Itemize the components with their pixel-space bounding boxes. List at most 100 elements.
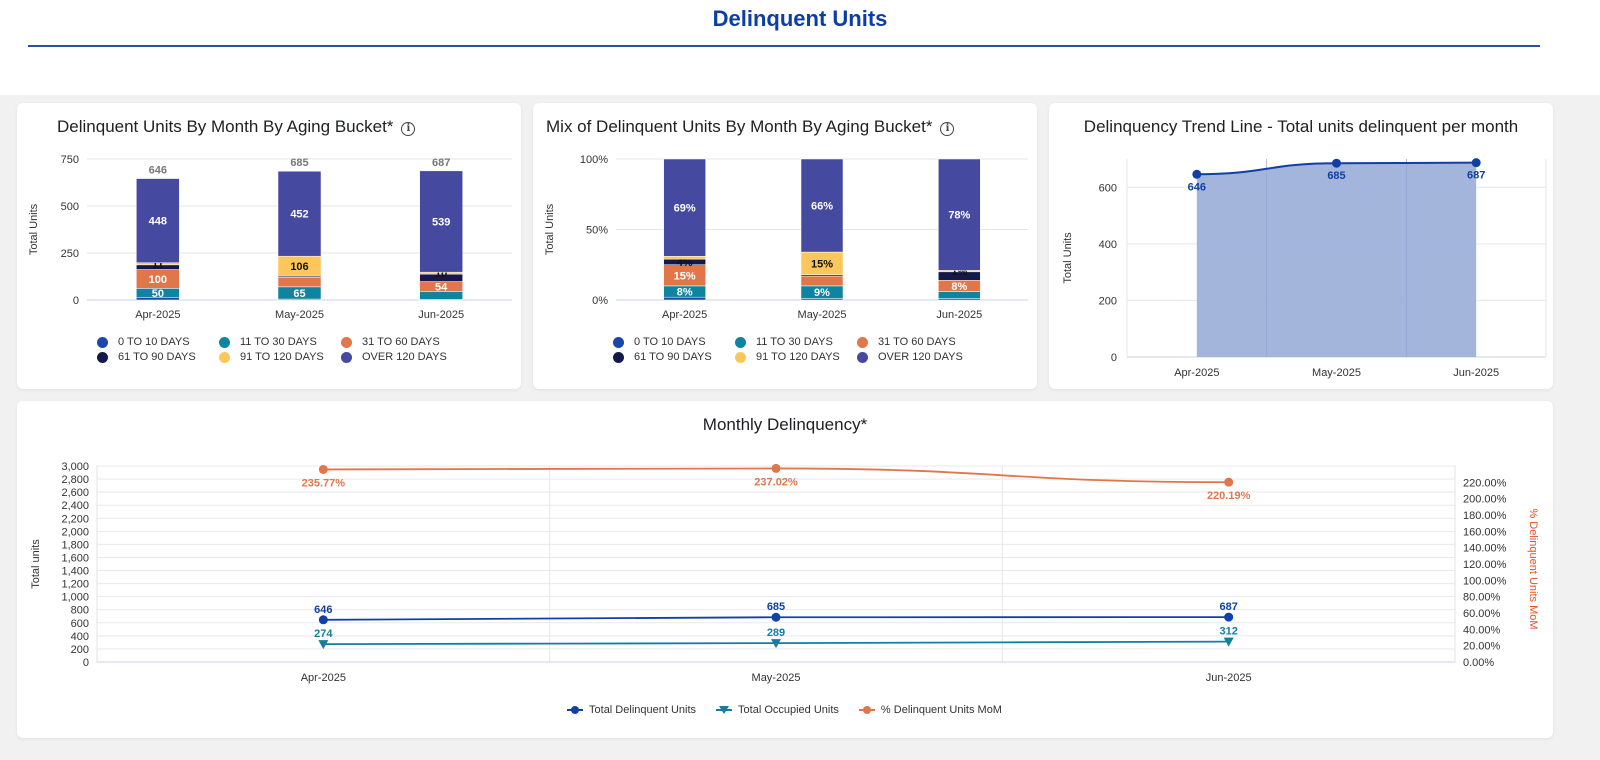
mix-by-bucket-chart: 0%50%100%Total Units8%15%4%69%Apr-20259%… [544,154,1028,321]
data-label: 220.19% [1207,490,1251,502]
y-tick-label: 1,000 [61,592,89,604]
y-tick-label: 750 [61,154,79,166]
legend-item[interactable]: 91 TO 120 DAYS [735,351,857,363]
data-label: 452 [290,209,308,221]
data-label: 78% [948,210,970,222]
trend-line-card: Delinquency Trend Line - Total units del… [1049,103,1553,389]
data-point [771,639,781,649]
legend-swatch [613,336,624,348]
y-axis-title: Total Units [544,203,556,255]
data-label: 289 [767,627,785,639]
legend-item[interactable]: OVER 120 DAYS [857,351,979,363]
legend-item[interactable]: 11 TO 30 DAYS [735,336,857,348]
data-point [318,464,328,474]
y-tick-label: 2,800 [61,474,89,486]
data-label: 69% [674,203,696,215]
x-tick-label: Jun-2025 [936,309,982,321]
legend-swatch [341,351,352,363]
chart-title-text: Mix of Delinquent Units By Month By Agin… [546,117,933,136]
legend-label: 31 TO 60 DAYS [362,336,440,348]
info-icon[interactable]: i [940,122,955,136]
y-right-axis-title: % Delinquent Units MoM [1527,508,1539,629]
data-label: 106 [290,261,308,273]
data-label: 646 [1188,181,1206,193]
info-icon[interactable]: i [401,122,416,136]
y-right-tick-label: 140.00% [1463,543,1507,555]
legend-swatch [857,351,868,363]
legend-swatch [219,351,230,363]
y-right-tick-label: 180.00% [1463,510,1507,522]
data-point [1332,158,1341,168]
legend-item[interactable]: Total Occupied Units [716,704,839,716]
data-label: 274 [314,628,333,640]
x-tick-label: Apr-2025 [301,672,346,684]
chart-title-text: Delinquency Trend Line - Total units del… [1083,117,1519,136]
total-label: 646 [149,165,167,177]
units-by-bucket-card: Delinquent Units By Month By Aging Bucke… [17,103,521,389]
y-right-tick-label: 60.00% [1463,608,1501,620]
legend-item[interactable]: 61 TO 90 DAYS [97,351,219,363]
data-label: 685 [1327,170,1345,182]
legend-swatch [341,336,352,348]
data-point [1224,612,1234,622]
data-label: 8% [951,281,967,293]
legend-label: Total Delinquent Units [589,704,697,716]
y-right-tick-label: 40.00% [1463,624,1501,636]
x-tick-label: Jun-2025 [1206,672,1252,684]
data-label: 15% [674,270,696,282]
chart-title: Monthly Delinquency* [17,415,1553,435]
y-right-tick-label: 200.00% [1463,494,1507,506]
data-label: 15% [811,258,833,270]
y-tick-label: 1,600 [61,552,89,564]
data-label: 448 [149,216,167,228]
legend-item[interactable]: Total Delinquent Units [567,704,696,716]
data-point [771,463,781,473]
legend-label: OVER 120 DAYS [362,351,447,363]
x-tick-label: Jun-2025 [1453,367,1499,379]
bar-segment [800,158,844,253]
x-tick-label: Apr-2025 [135,309,180,321]
data-label: 237.02% [754,476,798,488]
chart-legend: 0 TO 10 DAYS 11 TO 30 DAYS 31 TO 60 DAYS 61… [613,336,979,363]
data-point [318,615,328,625]
data-label: 50 [152,288,164,300]
y-right-tick-label: 0.00% [1463,657,1494,669]
data-label: 235.77% [302,477,346,489]
chart-legend: 0 TO 10 DAYS 11 TO 30 DAYS 31 TO 60 DAYS 61… [97,336,463,363]
legend-item[interactable]: 11 TO 30 DAYS [219,336,341,348]
data-point [318,640,329,650]
legend-label: 11 TO 30 DAYS [756,336,833,348]
data-label: 4% [677,257,693,269]
legend-item[interactable]: % Delinquent Units MoM [858,704,1002,716]
y-axis-title: Total Units [28,203,40,255]
data-label: 66% [811,201,833,213]
y-right-tick-label: 80.00% [1463,592,1501,604]
legend-swatch [219,336,230,348]
data-label: 11 [152,259,164,271]
y-tick-label: 1,200 [61,579,89,591]
x-tick-label: Jun-2025 [418,309,464,321]
bar-segment [136,178,180,264]
data-point [1224,477,1234,487]
y-tick-label: 2,600 [61,487,89,499]
legend-label: % Delinquent Units MoM [880,704,1002,716]
y-tick-label: 2,200 [61,513,89,525]
legend-item[interactable]: 91 TO 120 DAYS [219,351,341,363]
chart-title: Mix of Delinquent Units By Month By Agin… [546,117,955,137]
data-label: 539 [432,217,450,229]
y-tick-label: 400 [71,631,89,643]
mix-by-bucket-card: Mix of Delinquent Units By Month By Agin… [533,103,1037,389]
legend-item[interactable]: 0 TO 10 DAYS [97,336,219,348]
data-point [1192,169,1202,179]
legend-label: 91 TO 120 DAYS [756,351,840,363]
chart-title-text: Delinquent Units By Month By Aging Bucke… [57,117,394,136]
legend-item[interactable]: 0 TO 10 DAYS [613,336,735,348]
title-divider [28,45,1540,47]
bar-segment [663,256,706,260]
legend-item[interactable]: 31 TO 60 DAYS [341,336,463,348]
legend-item[interactable]: OVER 120 DAYS [341,351,463,363]
units-by-bucket-chart: 0 250 500 750 Total Units 50 100 11 448 646 Apr-20… [28,154,512,321]
legend-label: 61 TO 90 DAYS [118,351,196,363]
legend-item[interactable]: 31 TO 60 DAYS [857,336,979,348]
legend-item[interactable]: 61 TO 90 DAYS [613,351,735,363]
